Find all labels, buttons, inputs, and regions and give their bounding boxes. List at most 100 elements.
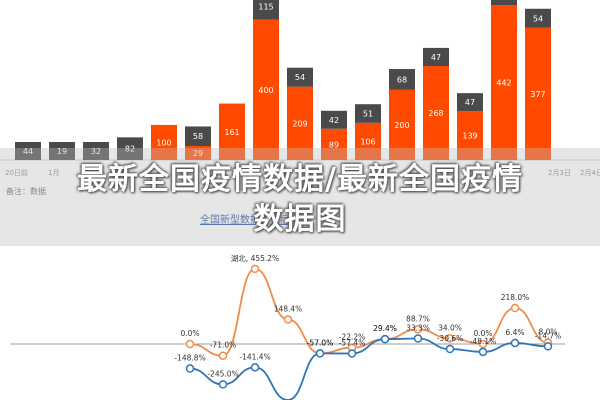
bar-dark-label: 42	[329, 116, 339, 125]
bar-orange-label: 139	[462, 132, 477, 141]
bar-dark	[15, 142, 41, 160]
watermark-title: 最新全国疫情数据/最新全国疫情 数据图	[0, 160, 600, 240]
bar-x-tick: 2月3日	[548, 169, 571, 177]
blue-series-point-label: 6.4%	[505, 328, 524, 337]
orange-series-point	[413, 325, 423, 334]
bar-orange	[321, 128, 347, 160]
blue-series-point-label: -14.7%	[535, 331, 562, 340]
orange-series-point-label: 0.0%	[473, 329, 492, 338]
bar-chart-note: 备注：数据	[6, 187, 46, 196]
watermark-banner	[0, 148, 600, 246]
bar-orange	[185, 146, 211, 160]
bar-dark	[49, 142, 75, 160]
orange-series-point	[218, 351, 228, 360]
bar-orange	[219, 103, 245, 160]
blue-series-point-label: -48.1%	[470, 337, 497, 346]
bar-orange	[423, 66, 449, 160]
bar-dark-label: 54	[533, 14, 543, 23]
blue-series-point	[218, 380, 228, 389]
blue-series-point-label: -57.4%	[339, 338, 366, 347]
bar-orange-label: 29	[193, 149, 203, 158]
subtitle-part2: 数据	[240, 215, 260, 226]
orange-series-point-label: -22.2%	[339, 333, 366, 342]
blue-series-point	[347, 349, 357, 358]
bar-orange	[287, 86, 313, 160]
bar-orange	[457, 111, 483, 160]
bar-dark-label: 115	[258, 2, 273, 11]
line-chart-subtitle: 全国新型数据 | 重症	[200, 211, 290, 226]
orange-series-point-label: 34.0%	[438, 323, 462, 332]
orange-series-point-label: -71.0%	[210, 341, 237, 350]
orange-series-point-label: 218.0%	[501, 293, 530, 302]
bar-x-tick: 1月	[48, 169, 59, 177]
watermark-line-1: 最新全国疫情数据/最新全国疫情	[77, 162, 523, 197]
bar-dark	[321, 110, 347, 129]
bar-dark	[287, 67, 313, 87]
orange-series-point-label: 148.4%	[274, 305, 303, 314]
orange-series-point	[250, 264, 260, 274]
bar-orange-label: 161	[224, 128, 239, 137]
subtitle-separator: |	[260, 215, 270, 226]
bar-dark	[457, 93, 483, 112]
bar-orange	[389, 89, 415, 160]
blue-series-point	[315, 349, 325, 358]
bar-orange-label: 200	[394, 121, 409, 130]
bar-dark	[491, 0, 517, 5]
bar-dark-label: 82	[125, 145, 135, 154]
bar-dark-label: 68	[397, 75, 407, 84]
bar-orange-label: 442	[496, 79, 511, 88]
bar-dark-label: 32	[91, 147, 101, 156]
blue-series-point	[445, 344, 455, 354]
orange-series-line	[189, 267, 549, 357]
orange-series-point-label: 湖北, 455.2%	[231, 254, 279, 263]
bar-dark-label: 58	[193, 132, 203, 141]
bar-dark	[525, 8, 551, 28]
bar-orange-label: 209	[292, 119, 307, 128]
bar-orange	[253, 19, 279, 161]
blue-series-point	[250, 363, 260, 372]
orange-series-point-label: 8.0%	[538, 328, 557, 337]
blue-series-point	[510, 338, 520, 348]
blue-series-point-label: 33.3%	[406, 324, 430, 333]
bar-dark	[117, 137, 143, 160]
blue-series-point	[413, 334, 423, 343]
blue-series-point	[478, 347, 488, 357]
bar-dark	[423, 47, 449, 67]
bar-orange-label: 268	[428, 109, 443, 118]
bar-dark	[253, 0, 279, 20]
bar-dark	[355, 104, 381, 123]
bar-x-tick: 2月4日	[580, 169, 600, 177]
orange-series-point	[445, 334, 455, 343]
blue-series-point-label: -245.0%	[207, 369, 238, 378]
blue-series-line	[189, 337, 549, 400]
bar-orange-label: 106	[360, 137, 375, 146]
bar-dark	[185, 126, 211, 146]
blue-series-point	[185, 364, 195, 373]
blue-series-point-label: -30.6%	[437, 334, 464, 343]
bar-dark-label: 51	[363, 110, 373, 119]
subtitle-part1: 全国新型	[200, 215, 240, 226]
bar-dark-label: 19	[57, 147, 67, 156]
blue-series-point-label: -148.8%	[174, 354, 205, 363]
blue-series-point	[380, 334, 390, 344]
orange-series-point	[478, 339, 488, 349]
blue-series-point-label: -57.0%	[307, 338, 334, 347]
bar-orange-label: 89	[329, 140, 339, 149]
bar-dark-label: 44	[23, 147, 33, 156]
blue-series-point-label: -141.4%	[239, 352, 270, 361]
orange-series-point-label: -57.0%	[307, 338, 334, 347]
bar-orange	[491, 5, 517, 160]
bar-orange	[151, 124, 177, 160]
bar-orange-label: 400	[258, 86, 273, 95]
orange-series-point-label: 0.0%	[180, 329, 199, 338]
orange-series-point-label: 29.4%	[373, 324, 397, 333]
bar-orange-label: 377	[530, 90, 545, 99]
blue-series-point	[543, 342, 553, 351]
bar-orange	[525, 27, 551, 161]
bar-x-tick: 20日前	[5, 168, 28, 177]
orange-series-point	[510, 303, 520, 313]
bar-dark	[83, 142, 109, 160]
blue-series-point-label: 29.4%	[373, 324, 397, 333]
